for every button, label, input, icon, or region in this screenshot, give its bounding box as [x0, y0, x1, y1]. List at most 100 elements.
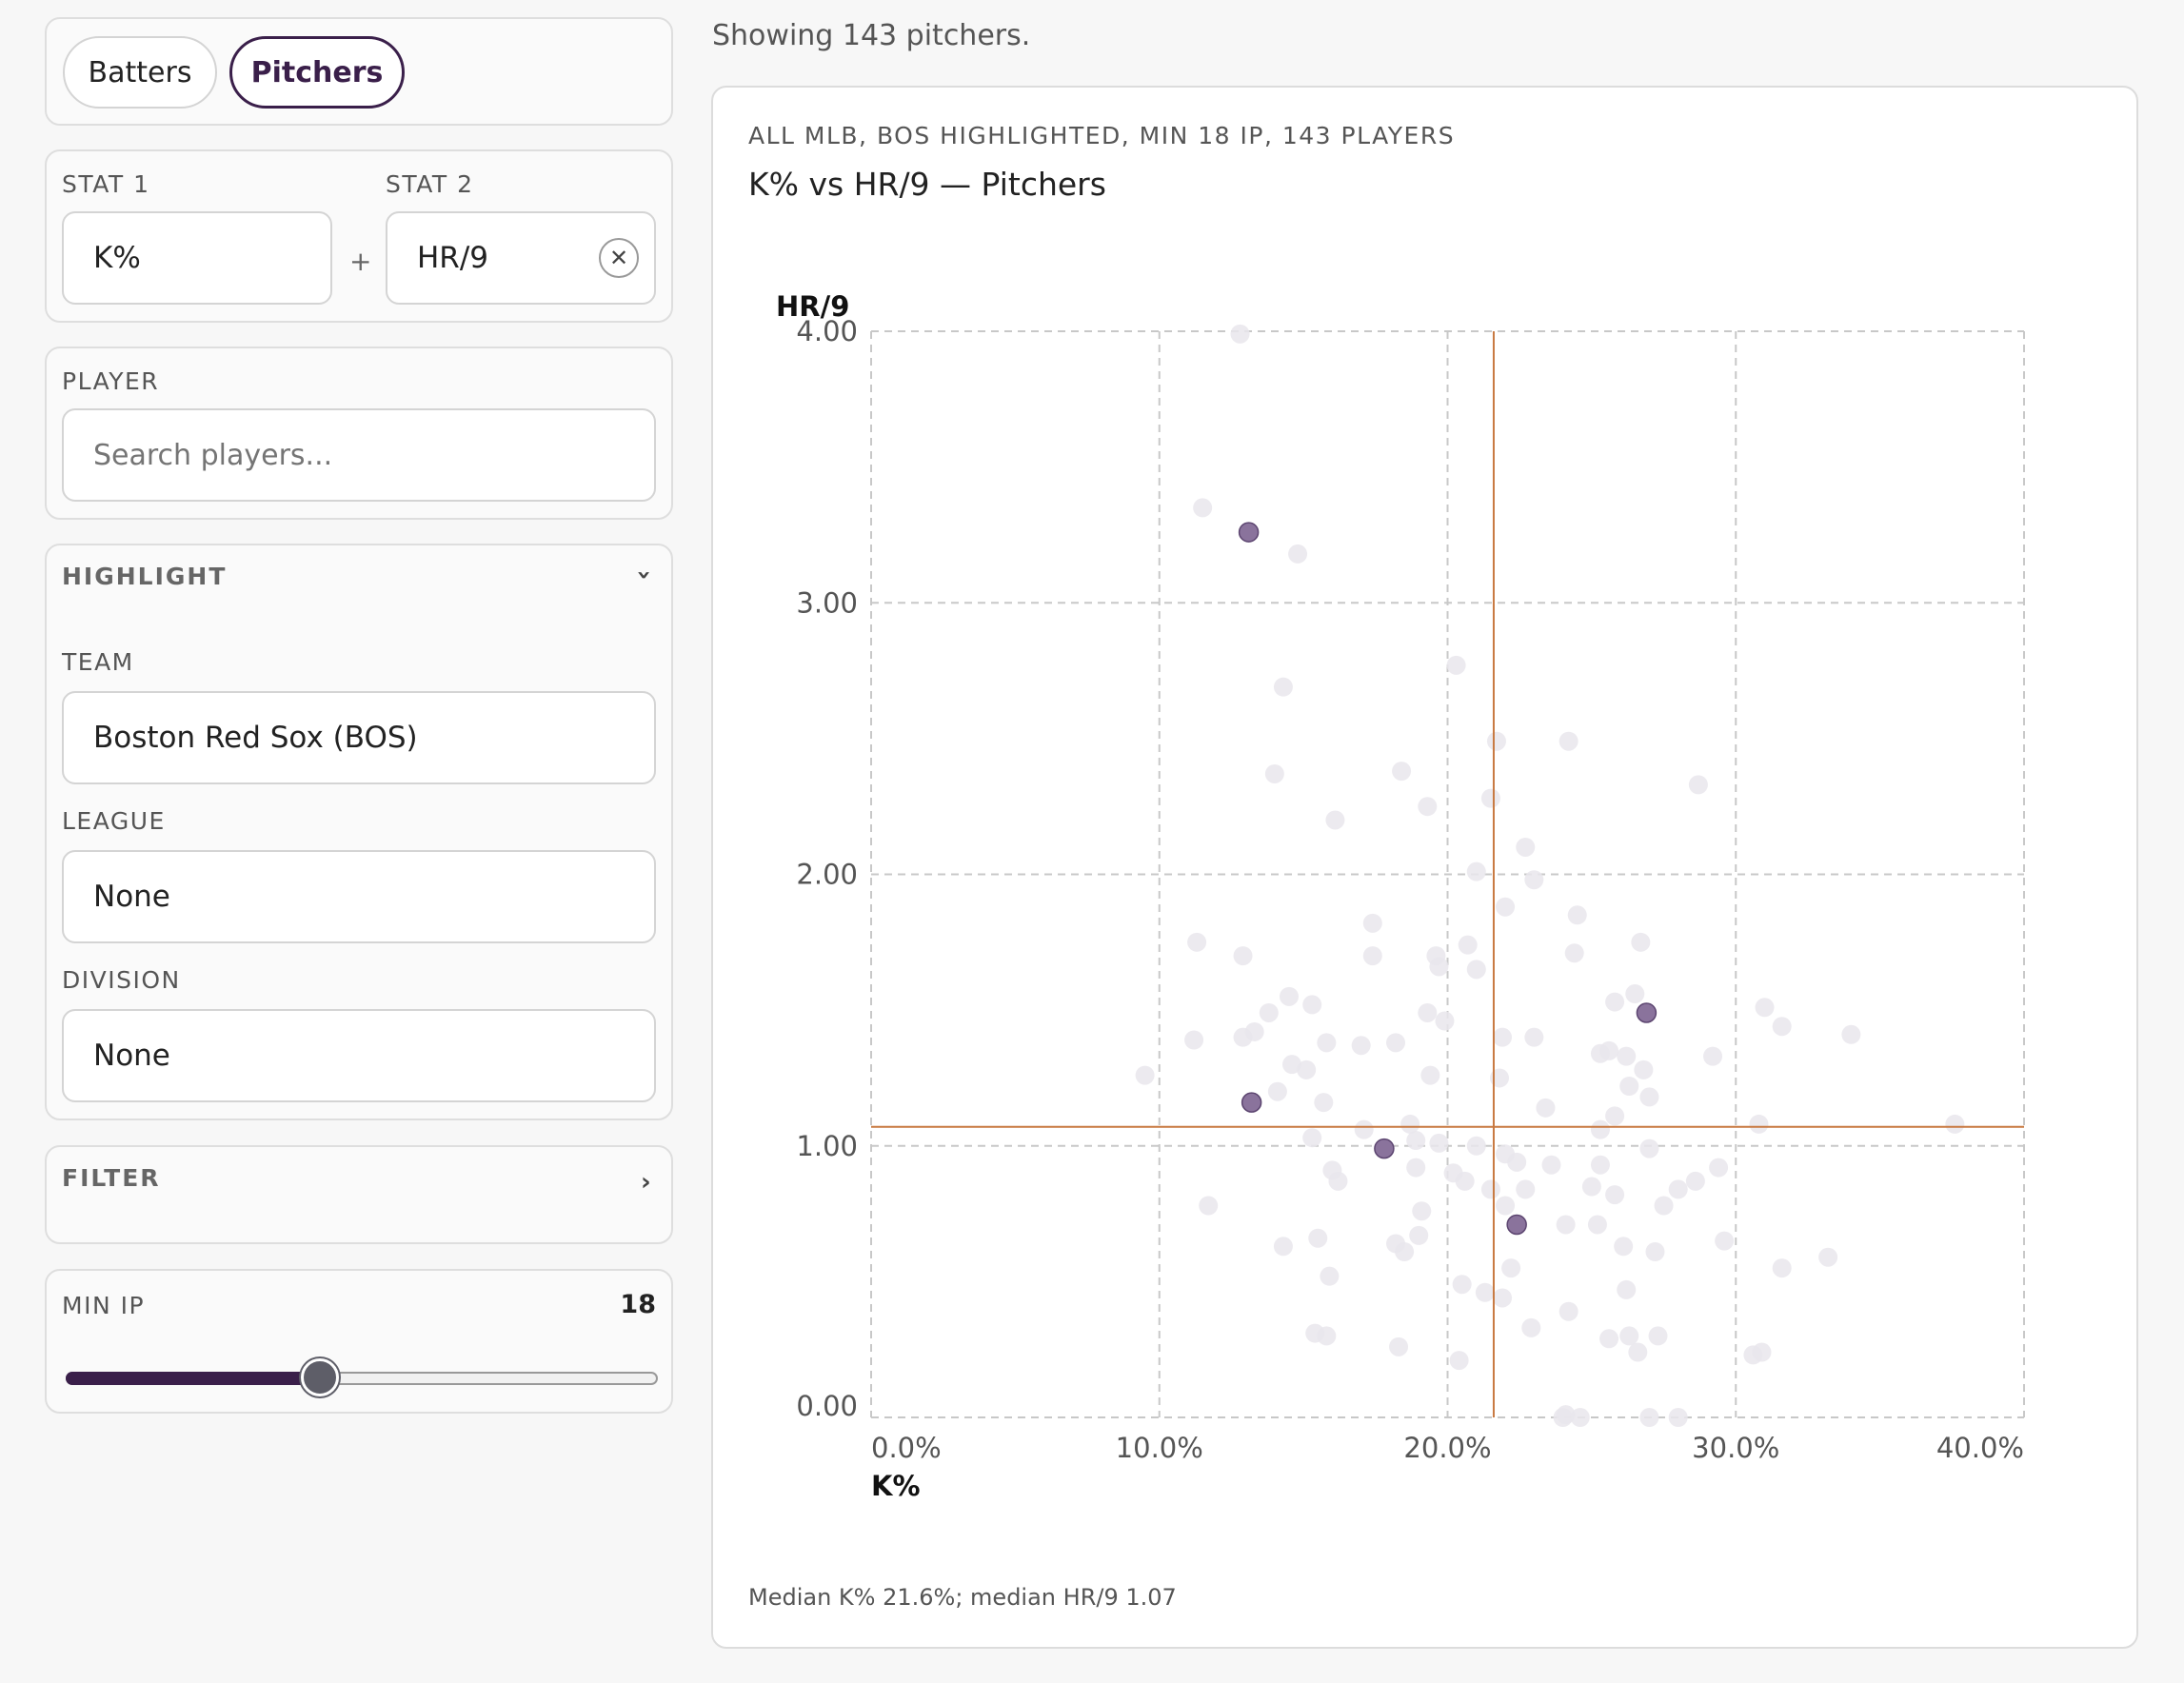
data-point: [1639, 1087, 1659, 1107]
data-point: [1475, 1282, 1495, 1302]
data-point: [1516, 1179, 1536, 1199]
player-panel: PLAYER: [45, 346, 673, 520]
data-point: [1480, 788, 1500, 808]
chart-card: ALL MLB, BOS HIGHLIGHTED, MIN 18 IP, 143…: [711, 86, 2138, 1649]
data-point: [1244, 1021, 1264, 1041]
data-point: [1617, 1279, 1637, 1299]
team-label: TEAM: [62, 648, 134, 676]
status-text: Showing 143 pitchers.: [712, 19, 1031, 52]
stat2-select[interactable]: HR/9 ✕: [386, 211, 656, 305]
data-point: [1314, 1093, 1334, 1113]
team-select[interactable]: Boston Red Sox (BOS): [62, 691, 656, 784]
x-tick-label: 10.0%: [1116, 1432, 1203, 1464]
data-point: [1772, 1017, 1792, 1037]
data-point: [1308, 1228, 1328, 1248]
data-point: [1230, 324, 1250, 344]
data-point: [1273, 1237, 1293, 1257]
data-point: [1619, 1326, 1639, 1346]
data-point: [1645, 1241, 1665, 1261]
min-ip-panel: MIN IP 18: [45, 1269, 673, 1414]
min-ip-slider[interactable]: [66, 1355, 658, 1404]
data-point: [1818, 1247, 1838, 1267]
data-point: [1703, 1046, 1723, 1066]
batters-tab[interactable]: Batters: [63, 36, 217, 109]
team-value: Boston Red Sox (BOS): [93, 721, 418, 755]
data-point: [1429, 1133, 1449, 1153]
data-point: [1639, 1138, 1659, 1158]
data-point: [1395, 1241, 1415, 1261]
pitchers-tab[interactable]: Pitchers: [229, 36, 405, 109]
y-axis-label: HR/9: [776, 290, 849, 323]
highlighted-point: [1238, 522, 1260, 543]
data-point: [1466, 861, 1486, 881]
data-point: [1605, 1106, 1625, 1126]
data-point: [1639, 1408, 1659, 1427]
mode-toggle-panel: Batters Pitchers: [45, 17, 673, 126]
data-point: [1328, 1171, 1348, 1191]
data-point: [1297, 1059, 1317, 1079]
y-tick-label: 3.00: [796, 586, 858, 619]
data-point: [1625, 984, 1645, 1004]
filter-panel[interactable]: FILTER ›: [45, 1145, 673, 1244]
highlighted-point: [1241, 1092, 1262, 1113]
highlighted-point: [1636, 1002, 1658, 1023]
data-point: [1486, 731, 1506, 751]
division-label: DIVISION: [62, 966, 181, 994]
data-point: [1386, 1033, 1406, 1053]
data-point: [1435, 1011, 1455, 1031]
highlight-panel: HIGHLIGHT › TEAM Boston Red Sox (BOS) LE…: [45, 544, 673, 1120]
data-point: [1772, 1258, 1792, 1278]
data-point: [1496, 897, 1516, 917]
stats-panel: STAT 1 STAT 2 K% + HR/9 ✕: [45, 149, 673, 323]
data-point: [1654, 1196, 1674, 1216]
plus-sign: +: [349, 246, 372, 277]
highlight-title: HIGHLIGHT: [62, 563, 228, 590]
data-point: [1135, 1065, 1155, 1085]
data-point: [1317, 1033, 1337, 1053]
data-point: [1493, 1288, 1513, 1308]
close-icon[interactable]: ✕: [599, 238, 639, 278]
highlighted-point: [1506, 1214, 1527, 1236]
data-point: [1752, 1342, 1772, 1362]
league-select[interactable]: None: [62, 850, 656, 943]
data-point: [1418, 797, 1438, 817]
data-point: [1455, 1171, 1475, 1191]
data-point: [1449, 1351, 1469, 1371]
data-point: [1389, 1336, 1409, 1356]
data-point: [1590, 1155, 1610, 1175]
player-search-input[interactable]: [62, 408, 656, 502]
data-point: [1480, 1179, 1500, 1199]
data-point: [1556, 1215, 1576, 1235]
data-point: [1489, 1068, 1509, 1088]
data-point: [1668, 1408, 1688, 1427]
data-point: [1648, 1326, 1668, 1346]
data-point: [1452, 1275, 1472, 1295]
data-point: [1362, 913, 1382, 933]
data-point: [1184, 1030, 1204, 1050]
data-point: [1496, 1196, 1516, 1216]
data-point: [1418, 1002, 1438, 1022]
data-point: [1317, 1326, 1337, 1346]
highlight-header[interactable]: HIGHLIGHT ›: [47, 545, 671, 612]
data-point: [1524, 870, 1544, 890]
stat1-value: K%: [93, 241, 141, 275]
slider-thumb[interactable]: [301, 1358, 340, 1396]
x-tick-label: 0.0%: [871, 1432, 942, 1464]
data-point: [1516, 837, 1536, 857]
x-tick-label: 40.0%: [1936, 1432, 2024, 1464]
data-point: [1556, 1405, 1576, 1425]
data-point: [1412, 1201, 1432, 1221]
chart-title: K% vs HR/9 — Pitchers: [748, 166, 1106, 203]
data-point: [1507, 1152, 1527, 1172]
data-point: [1273, 677, 1293, 697]
data-point: [1493, 1027, 1513, 1047]
division-select[interactable]: None: [62, 1009, 656, 1102]
data-point: [1466, 1136, 1486, 1156]
y-tick-label: 1.00: [796, 1130, 858, 1162]
data-point: [1559, 731, 1578, 751]
min-ip-value: 18: [620, 1290, 656, 1319]
filter-title: FILTER: [62, 1164, 161, 1192]
stat1-select[interactable]: K%: [62, 211, 332, 305]
data-point: [1564, 943, 1584, 963]
data-point: [1320, 1266, 1340, 1286]
